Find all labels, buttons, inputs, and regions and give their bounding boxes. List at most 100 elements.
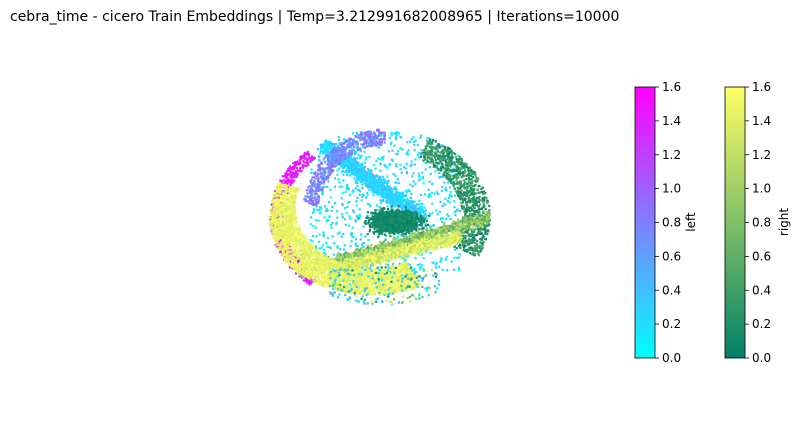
scatter-point-right bbox=[392, 224, 395, 227]
scatter-point-right bbox=[408, 231, 411, 234]
scatter-point-right bbox=[399, 215, 402, 218]
scatter-point-left bbox=[316, 148, 319, 151]
scatter-point-left bbox=[407, 188, 410, 191]
scatter-point-right bbox=[366, 222, 370, 225]
scatter-point-left bbox=[388, 196, 391, 199]
scatter-point-right bbox=[367, 220, 371, 223]
scatter-point-left bbox=[271, 203, 274, 206]
scatter-point-left bbox=[352, 168, 355, 171]
scatter-point-right bbox=[390, 231, 393, 234]
scatter-point-left bbox=[394, 131, 397, 134]
scatter-point-left bbox=[317, 187, 320, 190]
scatter-point-left bbox=[346, 171, 349, 174]
scatter-point-left bbox=[424, 193, 427, 196]
scatter-point-left bbox=[420, 230, 424, 233]
scatter-point-right bbox=[405, 222, 409, 225]
scatter-point-left bbox=[306, 192, 309, 195]
scatter-point-left bbox=[368, 186, 371, 189]
scatter-point-left bbox=[390, 141, 393, 144]
scatter-point-right bbox=[382, 228, 385, 231]
scatter-point-right bbox=[374, 209, 377, 212]
scatter-point-left bbox=[326, 174, 330, 177]
scatter-point-left bbox=[270, 229, 273, 232]
scatter-point-left bbox=[354, 165, 357, 168]
scatter-point-left bbox=[295, 167, 298, 170]
scatter-point-right bbox=[377, 212, 380, 215]
scatter-point-left bbox=[322, 244, 325, 247]
scatter-point-left bbox=[396, 178, 399, 181]
scatter-point-left bbox=[315, 247, 318, 250]
scatter-point-left bbox=[366, 214, 369, 217]
scatter-point-left bbox=[398, 206, 402, 209]
scatter-point-left bbox=[338, 149, 341, 152]
scatter-point-right bbox=[372, 223, 375, 226]
scatter-point-left bbox=[359, 214, 362, 217]
scatter-point-left bbox=[454, 214, 457, 217]
scatter-point-left bbox=[356, 143, 359, 146]
scatter-point-left bbox=[369, 170, 372, 173]
scatter-point-left bbox=[377, 181, 380, 184]
scatter-point-left bbox=[314, 219, 318, 222]
scatter-point-left bbox=[333, 162, 336, 165]
scatter-point-left bbox=[336, 149, 339, 152]
scatter-point-left bbox=[362, 242, 365, 245]
scatter-point-right bbox=[396, 226, 399, 229]
scatter-point-left bbox=[333, 253, 336, 256]
scatter-point-left bbox=[294, 162, 298, 165]
scatter-point-left bbox=[383, 188, 386, 191]
scatter-point-left bbox=[341, 157, 344, 160]
scatter-point-left bbox=[322, 182, 325, 185]
scatter-point-right bbox=[377, 216, 380, 219]
scatter-point-right bbox=[409, 223, 412, 226]
scatter-point-left bbox=[448, 201, 451, 204]
scatter-point-right bbox=[405, 220, 408, 223]
scatter-point-right bbox=[380, 226, 383, 229]
scatter-point-left bbox=[342, 173, 345, 176]
scatter-point-left bbox=[338, 147, 341, 150]
scatter-point-left bbox=[411, 185, 414, 188]
scatter-point-left bbox=[418, 202, 421, 205]
scatter-point-left bbox=[357, 134, 360, 137]
scatter-point-left bbox=[445, 255, 448, 259]
scatter-point-left bbox=[366, 183, 370, 186]
scatter-point-left bbox=[360, 233, 363, 236]
scatter-point-left bbox=[310, 171, 313, 174]
scatter-point-left bbox=[283, 182, 286, 185]
scatter-point-left bbox=[289, 175, 292, 178]
scatter-point-left bbox=[385, 190, 389, 193]
scatter-point-left bbox=[394, 174, 397, 177]
scatter-point-left bbox=[401, 191, 404, 194]
scatter-point-left bbox=[345, 139, 348, 142]
scatter-point-left bbox=[317, 189, 320, 192]
scatter-point-left bbox=[383, 136, 386, 140]
scatter-point-left bbox=[412, 180, 415, 183]
scatter-point-left bbox=[354, 173, 357, 176]
scatter-point-left bbox=[320, 162, 323, 165]
scatter-point-right bbox=[412, 211, 415, 214]
scatter-point-left bbox=[345, 187, 348, 190]
scatter-point-left bbox=[343, 244, 346, 247]
scatter-point-left bbox=[364, 146, 367, 149]
scatter-point-left bbox=[383, 131, 386, 134]
scatter-point-right bbox=[407, 209, 410, 212]
scatter-point-left bbox=[328, 145, 331, 149]
scatter-point-right bbox=[376, 217, 379, 221]
scatter-point-left bbox=[416, 209, 419, 212]
scatter-point-left bbox=[303, 161, 306, 164]
scatter-point-left bbox=[396, 198, 399, 201]
scatter-point-left bbox=[313, 185, 316, 188]
scatter-point-left bbox=[345, 164, 348, 167]
scatter-point-left bbox=[447, 196, 451, 199]
scatter-point-left bbox=[424, 209, 427, 212]
scatter-point-left bbox=[384, 200, 387, 203]
scatter-point-left bbox=[378, 183, 381, 186]
scatter-point-left bbox=[367, 141, 370, 144]
scatter-point-left bbox=[326, 149, 329, 152]
scatter-point-left bbox=[327, 245, 330, 249]
scatter-point-left bbox=[394, 191, 397, 194]
scatter-point-left bbox=[296, 169, 299, 172]
scatter-point-left bbox=[343, 147, 346, 150]
scatter-point-left bbox=[329, 172, 333, 175]
scatter-point-right bbox=[410, 230, 414, 233]
scatter-point-right bbox=[459, 185, 462, 188]
